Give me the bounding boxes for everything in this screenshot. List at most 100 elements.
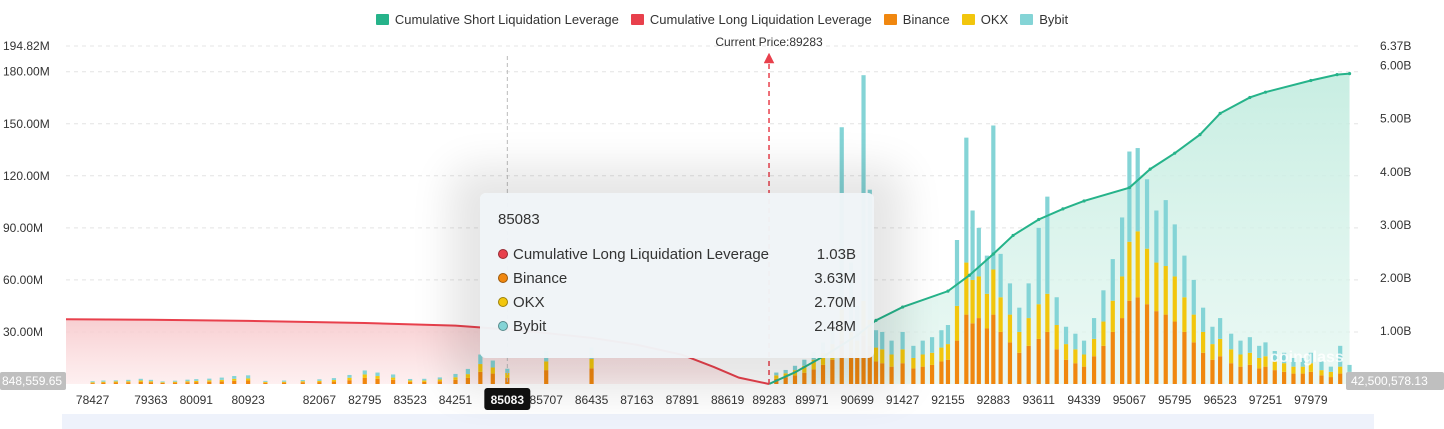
bar-segment-bybit [408, 378, 413, 381]
legend-item[interactable]: Cumulative Long Liquidation Leverage [630, 12, 872, 27]
bar-segment-okx [783, 373, 788, 378]
bar-segment-okx [194, 380, 199, 383]
bar-segment-bybit [920, 340, 925, 355]
zoom-slider-track[interactable] [62, 414, 1374, 429]
bar-segment-binance [1101, 345, 1106, 384]
line-point [874, 318, 878, 322]
bar-segment-binance [246, 380, 251, 384]
bar-segment-okx [820, 352, 826, 365]
bar-segment-okx [1163, 266, 1168, 315]
line-point [1198, 133, 1202, 137]
legend-swatch [375, 14, 389, 25]
bar-segment-bybit [422, 378, 427, 381]
tooltip-series-value: 2.70M [814, 293, 856, 311]
bar-segment-okx [1091, 338, 1097, 357]
bar-segment-okx [1282, 363, 1287, 372]
bar-segment-okx [281, 381, 287, 383]
y-right-tick-label: 2.00B [1380, 271, 1411, 285]
legend-swatch [630, 14, 644, 25]
tooltip-series-dot [498, 249, 508, 259]
line-point [1218, 111, 1222, 115]
bar-segment-binance [490, 373, 495, 384]
bar-segment-okx [148, 381, 154, 383]
y-left-tick-label: 60.00M [3, 273, 43, 287]
bar-segment-okx [589, 358, 594, 369]
line-point [967, 273, 972, 277]
bar-segment-binance [362, 377, 367, 384]
bar-segment-bybit [505, 368, 510, 374]
bar-segment-bybit [207, 378, 212, 381]
bar-segment-bybit [1308, 352, 1313, 364]
bar-segment-okx [1257, 357, 1262, 369]
bar-segment-binance [331, 381, 337, 384]
line-point [1148, 167, 1152, 171]
bar-segment-okx [1201, 331, 1206, 353]
bar-segment-binance [126, 382, 131, 384]
chart-legend: Cumulative Short Liquidation Leverage Cum… [0, 12, 1444, 27]
bar-segment-binance [391, 379, 396, 384]
legend-item[interactable]: OKX [961, 12, 1008, 27]
bar-segment-binance [1007, 342, 1013, 384]
x-highlight-badge [484, 388, 531, 410]
bar-segment-bybit [792, 365, 798, 371]
bar-segment-binance [478, 371, 483, 384]
bar-segment-binance [1063, 359, 1069, 384]
bar-segment-binance [1172, 321, 1177, 384]
bar-segment-bybit [490, 360, 495, 368]
bar-segment-binance [148, 382, 154, 384]
bar-segment-binance [160, 382, 165, 384]
bar-segment-binance [929, 364, 935, 384]
legend-item[interactable]: Binance [883, 12, 950, 27]
bar-segment-binance [1091, 356, 1097, 384]
legend-item[interactable]: Cumulative Short Liquidation Leverage [375, 12, 619, 27]
bar-segment-okx [113, 381, 118, 383]
line-point [1263, 90, 1268, 94]
bar-segment-bybit [437, 377, 442, 380]
bar-segment-bybit [1036, 227, 1041, 305]
bar-segment-bybit [1182, 255, 1187, 298]
bar-segment-okx [1263, 356, 1268, 367]
bar-segment-okx [1308, 363, 1313, 372]
bar-segment-okx [1144, 248, 1150, 305]
tooltip-row: Cumulative Long Liquidation Leverage 1.03… [498, 242, 856, 266]
bar-segment-binance [194, 382, 199, 384]
line-point [1037, 217, 1041, 222]
line-point [1335, 73, 1339, 77]
x-tick-label: 93611 [1022, 393, 1055, 407]
x-tick-label: 97251 [1249, 393, 1283, 407]
bar-segment-binance [1017, 352, 1022, 384]
line-point [901, 305, 905, 309]
bar-segment-binance [1135, 297, 1140, 384]
x-tick-label: 90699 [841, 393, 875, 407]
tooltip-row: OKX 2.70M [498, 290, 856, 314]
bar-segment-bybit [90, 381, 95, 383]
y-right-tick-label: 4.00B [1380, 165, 1411, 179]
bar-segment-okx [991, 269, 996, 315]
left-min-label: 848,559.65 [2, 374, 62, 388]
bar-segment-okx [90, 382, 95, 384]
legend-item[interactable]: Bybit [1020, 12, 1068, 27]
bar-segment-binance [90, 383, 95, 384]
y-left-tick-label: 120.00M [3, 169, 50, 183]
bar-segment-binance [911, 368, 916, 384]
x-tick-label: 78427 [76, 393, 110, 407]
bar-segment-okx [408, 380, 413, 382]
bar-segment-bybit [331, 378, 337, 381]
x-tick-label-highlighted: 85083 [491, 393, 525, 407]
bar-segment-binance [1201, 352, 1206, 384]
bar-segment-okx [998, 297, 1003, 332]
bar-segment-bybit [185, 379, 190, 382]
bar-segment-okx [1073, 349, 1078, 364]
bar-segment-bybit [246, 375, 251, 379]
bar-segment-binance [1045, 331, 1050, 384]
bar-segment-binance [544, 370, 549, 384]
x-tick-label: 92883 [977, 393, 1011, 407]
bar-segment-okx [1110, 300, 1115, 332]
bar-segment-binance [848, 352, 854, 384]
bar-segment-okx [544, 361, 549, 371]
bar-segment-okx [1007, 314, 1013, 343]
bar-segment-binance [783, 377, 788, 384]
bar-segment-binance [792, 375, 798, 384]
bar-segment-okx [1272, 361, 1277, 371]
bar-segment-okx [1036, 304, 1041, 339]
